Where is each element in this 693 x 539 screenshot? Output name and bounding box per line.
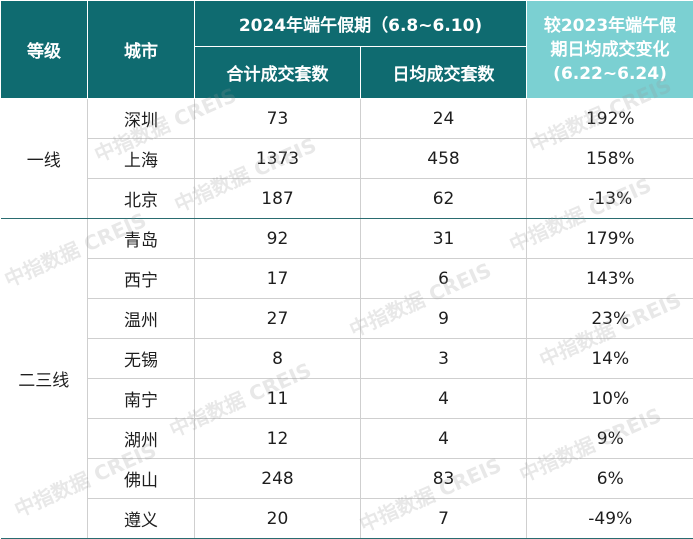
change-cell: -13%	[526, 178, 693, 219]
total-deals-cell: 20	[194, 498, 361, 539]
daily-deals-cell: 6	[360, 258, 528, 299]
total-deals-cell: 187	[194, 178, 361, 219]
change-cell: 9%	[526, 418, 693, 459]
total-deals-cell: 8	[194, 338, 361, 379]
change-cell: -49%	[526, 498, 693, 539]
daily-deals-cell: 62	[360, 178, 528, 219]
change-cell: 6%	[526, 458, 693, 499]
daily-deals-cell: 4	[360, 418, 528, 459]
header-change-line3: (6.22~6.24)	[553, 63, 667, 84]
total-deals-cell: 17	[194, 258, 361, 299]
table-row: 遵义 20 7 -49%	[1, 498, 693, 539]
table-row: 佛山 248 83 6%	[1, 458, 693, 499]
city-cell: 深圳	[87, 98, 195, 139]
header-change-line2: 期日均成交变化	[550, 39, 670, 60]
change-cell: 158%	[526, 138, 693, 179]
change-cell: 179%	[526, 218, 693, 259]
header-tier: 等级	[0, 0, 88, 99]
city-cell: 北京	[87, 178, 195, 219]
change-cell: 10%	[526, 378, 693, 419]
city-cell: 西宁	[87, 258, 195, 299]
table-row: 南宁 11 4 10%	[1, 378, 693, 419]
table-body: 一线 深圳 73 24 192% 上海 1373 458 158% 北京 187 62 -13% 二三线青…	[0, 98, 693, 539]
header-daily-deals: 日均成交套数	[359, 46, 528, 99]
city-cell: 无锡	[87, 338, 195, 379]
table-row: 一线 深圳 73 24 192%	[0, 98, 693, 219]
total-deals-cell: 92	[194, 218, 361, 259]
total-deals-cell: 248	[194, 458, 361, 499]
city-cell: 遵义	[87, 498, 195, 539]
tier-cell: 二三线	[0, 218, 88, 539]
table-row: 上海 1373 458 158%	[1, 138, 693, 179]
table-row: 西宁 17 6 143%	[1, 258, 693, 299]
city-cell: 青岛	[87, 218, 195, 259]
daily-deals-cell: 458	[360, 138, 528, 179]
city-cell: 上海	[87, 138, 195, 179]
city-cell: 湖州	[87, 418, 195, 459]
header-holiday-2024: 2024年端午假期（6.8~6.10)	[193, 0, 528, 47]
daily-deals-cell: 4	[360, 378, 528, 419]
header-total-deals: 合计成交套数	[194, 46, 361, 99]
change-cell: 192%	[526, 98, 693, 139]
table-row: 无锡 8 3 14%	[1, 338, 693, 379]
change-cell: 23%	[526, 298, 693, 339]
table-row: 二三线 青岛 92 31 179%	[0, 218, 693, 539]
header-change: 较2023年端午假 期日均成交变化 (6.22~6.24)	[526, 0, 693, 99]
change-cell: 14%	[526, 338, 693, 379]
daily-deals-cell: 24	[360, 98, 528, 139]
tier-cell: 一线	[0, 98, 88, 219]
header-change-line1: 较2023年端午假	[543, 15, 677, 36]
total-deals-cell: 73	[194, 98, 361, 139]
change-cell: 143%	[526, 258, 693, 299]
daily-deals-cell: 83	[360, 458, 528, 499]
city-cell: 温州	[87, 298, 195, 339]
city-cell: 佛山	[87, 458, 195, 499]
daily-deals-cell: 7	[360, 498, 528, 539]
total-deals-cell: 12	[194, 418, 361, 459]
total-deals-cell: 11	[194, 378, 361, 419]
total-deals-cell: 27	[194, 298, 361, 339]
daily-deals-cell: 31	[360, 218, 528, 259]
daily-deals-cell: 9	[360, 298, 528, 339]
table-row: 北京 187 62 -13%	[1, 178, 693, 219]
daily-deals-cell: 3	[360, 338, 528, 379]
table-row: 温州 27 9 23%	[1, 298, 693, 339]
table-row: 湖州 12 4 9%	[1, 418, 693, 459]
city-cell: 南宁	[87, 378, 195, 419]
total-deals-cell: 1373	[194, 138, 361, 179]
header-city: 城市	[87, 0, 195, 99]
